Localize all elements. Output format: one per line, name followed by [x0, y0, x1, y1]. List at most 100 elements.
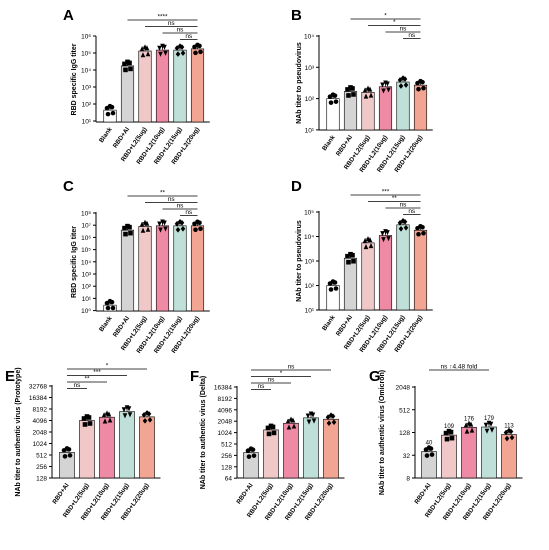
panel-C-sig-label: ns: [168, 196, 176, 203]
panel-A-bar: [190, 48, 205, 123]
panel-D-sig-label: ***: [382, 189, 390, 196]
panel-E-ytick-label: 4096: [33, 418, 48, 425]
panel-F-sig-label: *: [280, 370, 283, 377]
panel-C-bar: [190, 225, 205, 312]
panel-E-point: [62, 454, 68, 459]
panel-E-point: [67, 453, 73, 458]
panel-E-ytick-label: 256: [36, 464, 47, 471]
panel-A-point: [122, 61, 127, 67]
panel-D-ytick-label: 10²: [305, 283, 315, 290]
panel-D-point: [332, 280, 338, 285]
panel-D-point: [381, 237, 386, 243]
panel-F-ytick-label: 8192: [218, 396, 233, 403]
panel-E-point: [102, 418, 108, 424]
panel-E-point: [147, 417, 153, 423]
panel-F-point: [286, 424, 292, 430]
panel-D-point: [367, 237, 373, 243]
panel-D-ylabel: NAb titer to pseudovirus: [296, 220, 303, 302]
panel-F-point: [270, 424, 276, 430]
panel-B-bar: [396, 81, 410, 131]
panel-D-point: [350, 252, 355, 258]
panel-D-ytick-label: 10³: [305, 259, 315, 266]
panel-E-ytick-label: 2048: [33, 430, 48, 437]
panel-D-bar: [378, 235, 393, 311]
panel-B-point: [386, 87, 391, 93]
panel-C-bar: [138, 226, 152, 312]
panel-E-bar: [119, 411, 135, 479]
panel-D-point: [351, 258, 356, 264]
panel-A-ytick-label: 10²: [82, 102, 92, 109]
panel-G-point: [448, 429, 454, 435]
panel-E-point: [107, 417, 113, 423]
panel-A-point: [110, 110, 116, 116]
panel-C-ytick-label: 10⁸: [81, 211, 91, 218]
panel-A-ytick-label: 10³: [82, 85, 92, 92]
panel-A-bar: [138, 50, 152, 123]
panel-A-bar: [173, 49, 187, 123]
panel-D-ytick-label: 10¹: [305, 308, 315, 315]
panel-C-point: [145, 226, 151, 232]
panel-A-point: [157, 45, 162, 51]
panel-F-point: [311, 418, 317, 424]
panel-E-point: [121, 407, 127, 413]
panel-A-point: [139, 46, 145, 52]
panel-B-sig-label: ns: [408, 32, 416, 39]
panel-F-point: [250, 447, 256, 452]
panel-A-sig-label: ****: [157, 14, 168, 21]
panel-D-point: [421, 230, 426, 236]
panel-D-point: [403, 225, 409, 231]
panel-C-ytick-label: 10²: [82, 284, 92, 291]
panel-D-point: [328, 287, 334, 292]
panel-F-point: [291, 423, 297, 429]
panel-A-point: [198, 49, 203, 55]
panel-D-point: [346, 259, 351, 265]
panel-F-bar: [303, 417, 319, 479]
panel-E-point: [141, 412, 147, 418]
panel-G-bar: [501, 434, 517, 479]
panel-F-point: [251, 453, 257, 458]
panel-E-point: [66, 447, 72, 452]
panel-G-ytick-label: 8: [406, 476, 410, 483]
panel-B-sig-label: ns: [400, 26, 408, 33]
panel-B-point: [350, 86, 355, 91]
panel-A-ytick-label: 10⁵: [81, 51, 91, 58]
panel-C-point: [122, 225, 127, 231]
panel-G-bar: [481, 426, 497, 479]
panel-G-category-label: RBD+Al: [413, 482, 432, 506]
panel-F-point: [310, 412, 316, 418]
panel-C-ytick-label: 10⁰: [81, 308, 91, 315]
panel-D-point: [333, 286, 339, 291]
panel-G-point: [488, 421, 494, 427]
panel-A-point: [109, 104, 115, 110]
panel-F-ytick-label: 512: [221, 442, 232, 449]
panel-B-point: [403, 82, 409, 88]
panel-F-ytick-label: 4096: [218, 407, 233, 414]
panel-F-bar: [323, 418, 339, 479]
panel-F-point: [328, 412, 334, 419]
panel-E-ytick-label: 512: [36, 453, 47, 460]
panel-B-point: [402, 76, 408, 82]
panel-E-sig-label: *: [106, 363, 109, 370]
panel-F-sig-label: ns: [288, 364, 296, 371]
panel-E-sig-label: ***: [93, 369, 101, 376]
panel-G-point: [449, 435, 455, 441]
panel-F-sig-label: ns: [268, 377, 276, 384]
panel-E-ytick-label: 8192: [33, 407, 48, 414]
panel-B-point: [367, 86, 373, 92]
panel-E-ylabel: NAb titer to authentic virus (Prototype): [15, 367, 22, 496]
panel-C-ylabel: RBD specific IgG titer: [71, 226, 78, 298]
panel-E-ytick-label: 16384: [29, 395, 47, 402]
panel-A-letter: A: [63, 7, 74, 24]
panel-D-sig-label: **: [392, 195, 398, 202]
panel-F-ytick-label: 16384: [214, 385, 232, 392]
panel-A-sig-label: ns: [185, 33, 193, 40]
panel-A-point: [144, 45, 150, 51]
panel-F-point: [285, 418, 291, 424]
panel-G-point: [424, 453, 430, 458]
panel-B-ytick-label: 10³: [305, 65, 315, 72]
panel-B-point: [416, 86, 421, 92]
panel-B-point: [345, 87, 350, 92]
panel-C-point: [140, 227, 146, 233]
panel-D-point: [416, 231, 421, 237]
panel-D-bar: [413, 229, 428, 311]
